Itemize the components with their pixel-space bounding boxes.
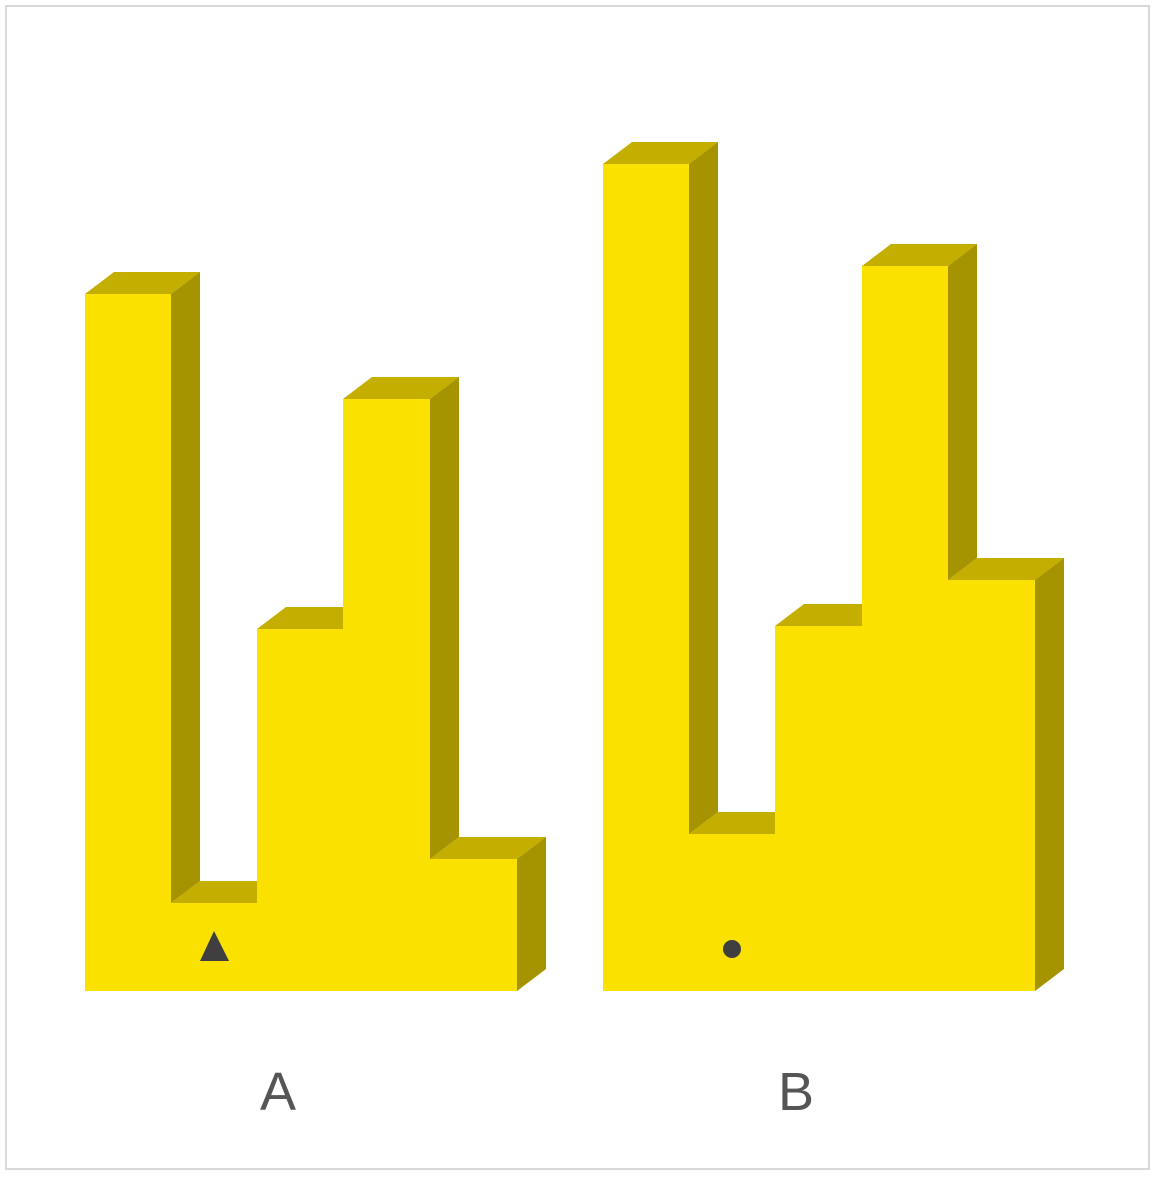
figure-b-shape — [603, 142, 1064, 991]
figure-a-front-face — [85, 294, 517, 991]
figure-b-side-face — [948, 244, 977, 580]
figure-a-side-face — [171, 272, 200, 903]
figure-a-label: A — [260, 1062, 296, 1122]
figure-b-top-face — [862, 244, 977, 266]
figure-b-side-face — [689, 142, 718, 834]
figure-a-top-face — [343, 377, 459, 399]
figure-b-top-face — [603, 142, 718, 164]
figure-a: A — [85, 272, 546, 1122]
triangle-marker — [200, 931, 229, 961]
figure-b: B — [603, 142, 1064, 1122]
figure-a-side-face — [517, 837, 546, 991]
figure-b-front-face — [603, 164, 1035, 991]
circle-marker — [723, 940, 741, 958]
figure-b-label: B — [778, 1062, 814, 1122]
figure-b-top-face — [948, 558, 1064, 580]
figure-a-shape — [85, 272, 546, 991]
figure-a-side-face — [430, 377, 459, 859]
figure-a-top-face — [85, 272, 200, 294]
figure-b-side-face — [1035, 558, 1064, 991]
figure-frame — [5, 5, 1150, 1170]
figure-a-top-face — [430, 837, 546, 859]
